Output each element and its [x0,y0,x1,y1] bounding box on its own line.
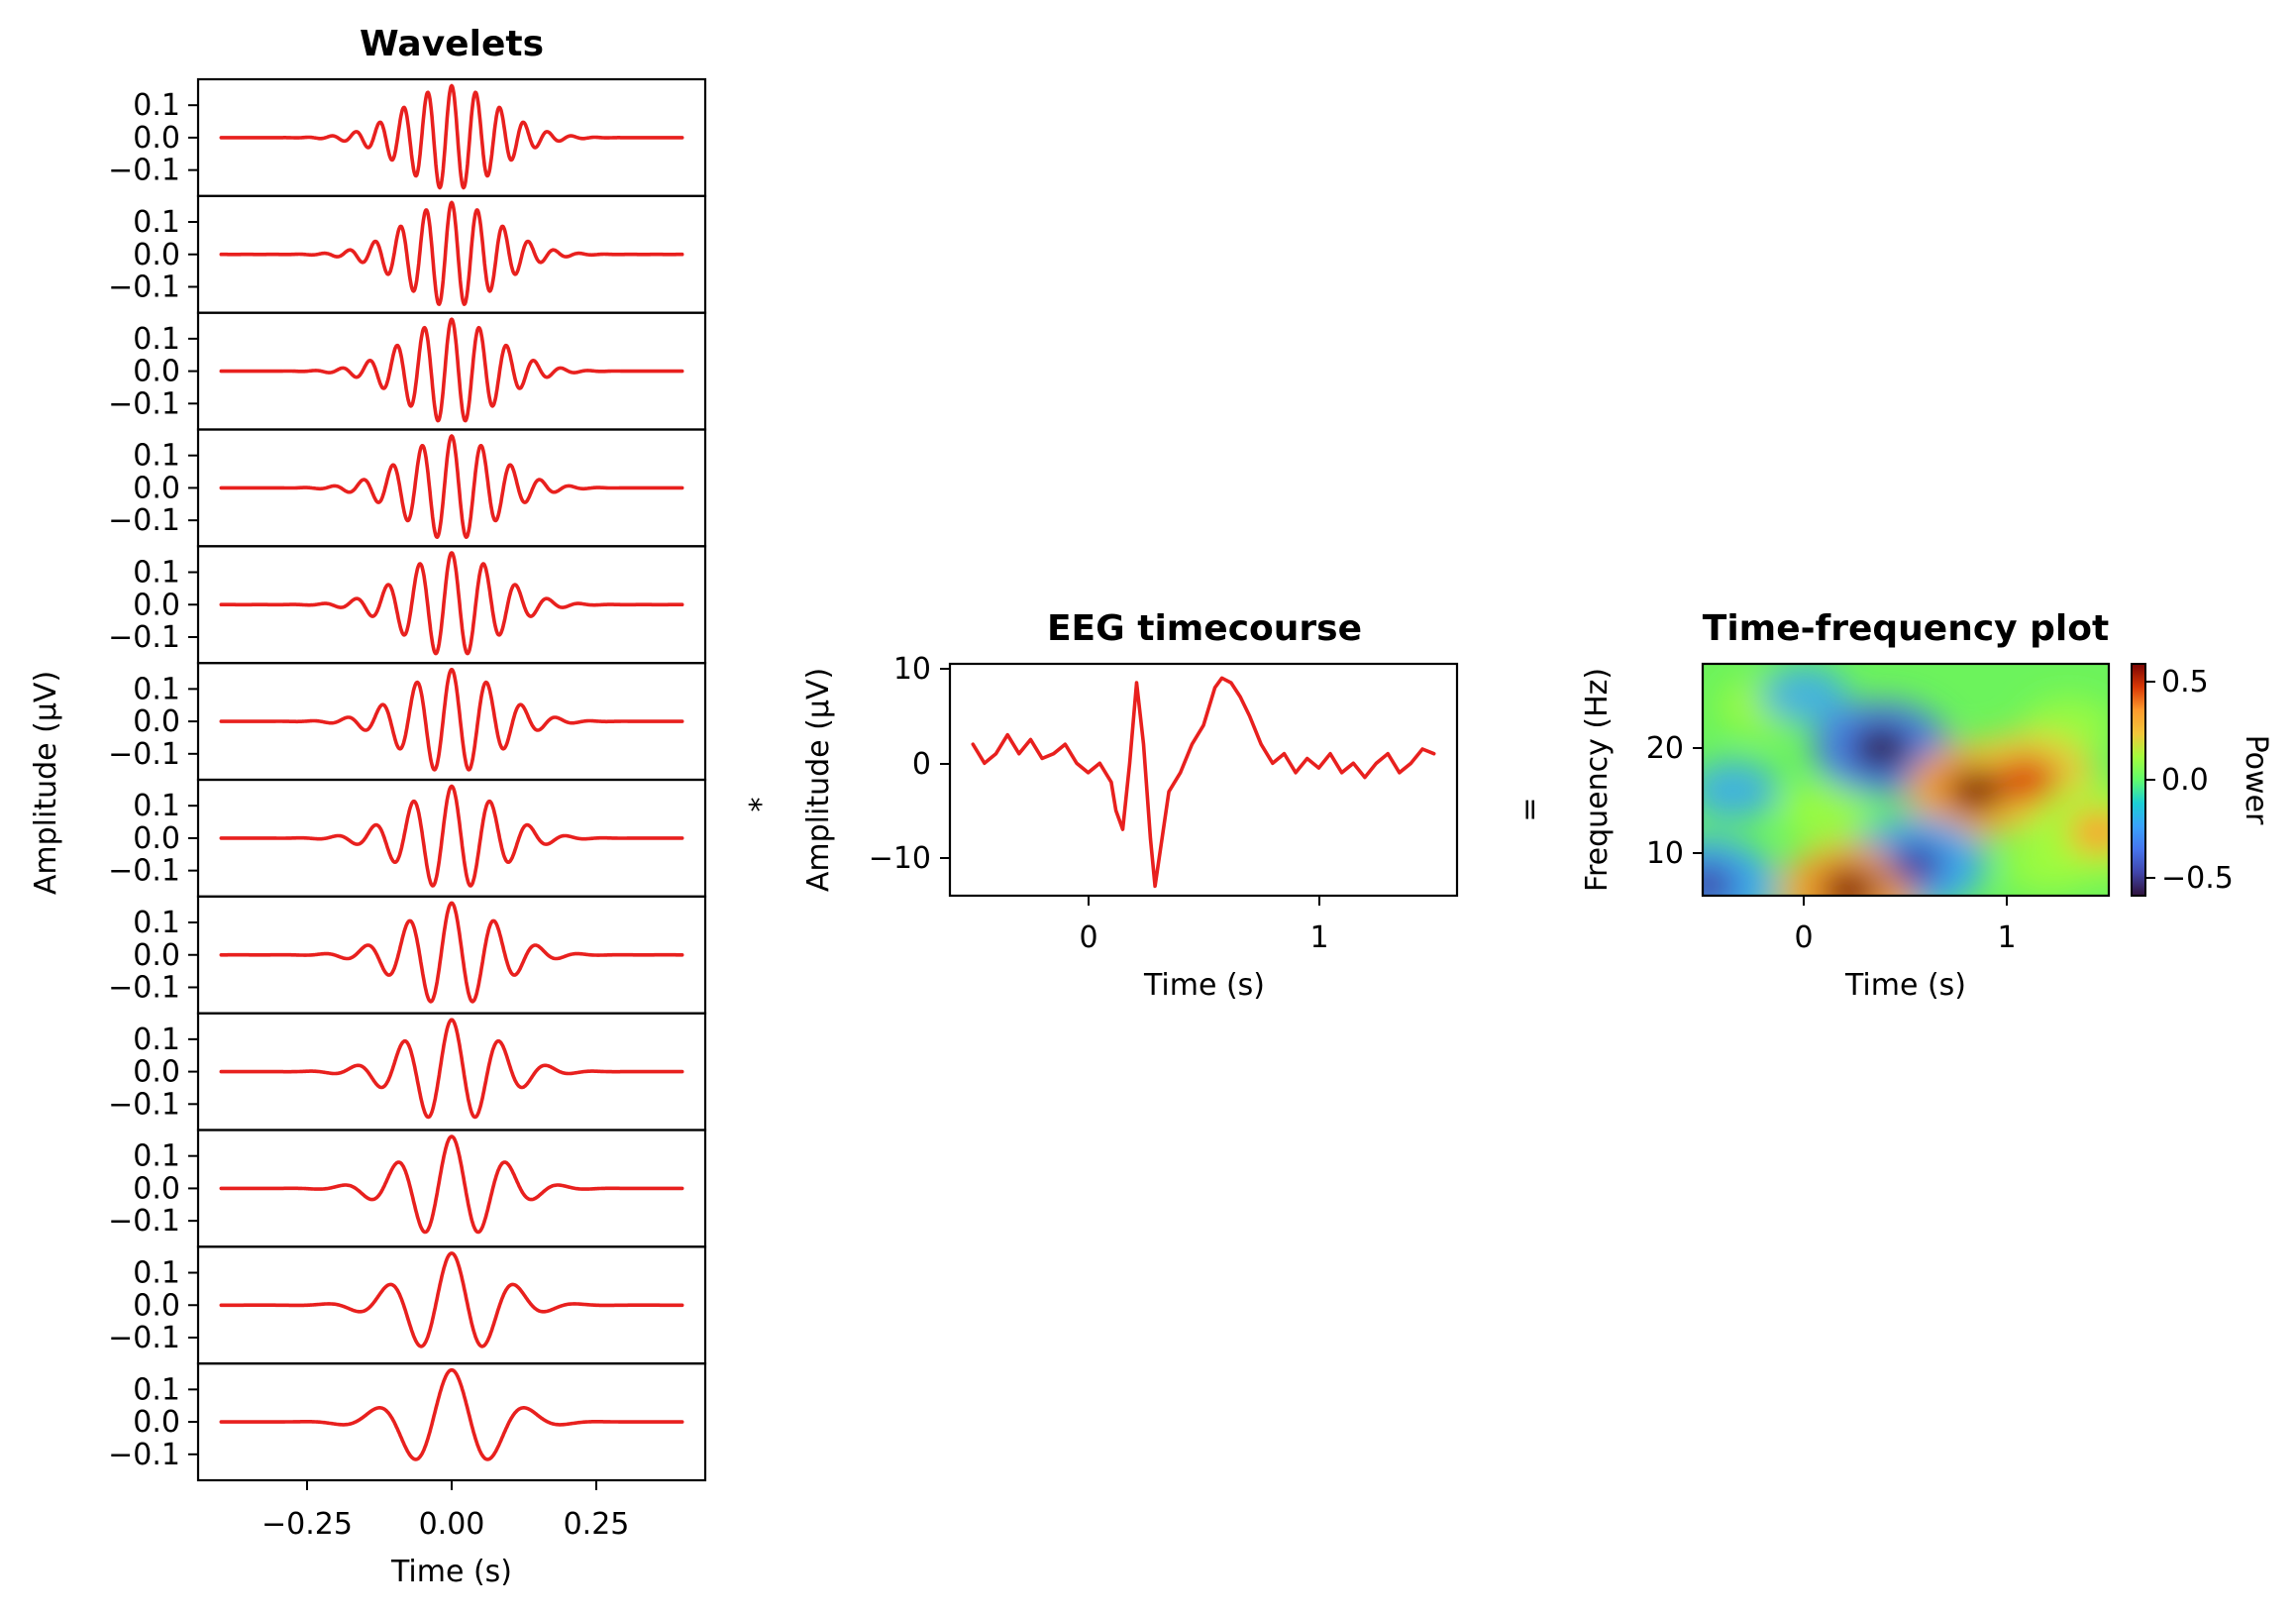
wavelet-ytick-label: 0.0 [133,471,180,505]
wavelet-ytick-label: 0.0 [133,1055,180,1090]
tf-power-peak [1851,726,1912,771]
wavelet-ytick-label: −0.1 [108,1087,180,1122]
wavelets-title: Wavelets [360,24,544,64]
colorbar-tick-label: 0.5 [2161,665,2209,700]
eeg-xtick-label: 1 [1309,920,1328,955]
eeg-plot-frame [948,662,1459,898]
tf-xlabel: Time (s) [1844,968,1966,1003]
wavelet-ytick-label: 0.0 [133,821,180,856]
wavelet-ytick-label: 0.1 [133,1372,180,1407]
tf-power-peak [1886,842,1946,887]
wavelet-line [219,317,684,423]
wavelet-ytick-label: 0.1 [133,88,180,123]
wavelets-ylabel: Amplitude (μV) [29,671,63,895]
wavelet-ytick-label: 0.0 [133,1405,180,1440]
colorbar-label: Power [2239,735,2273,825]
wavelets-chart: Wavelets 0.10.0−0.10.10.0−0.10.10.0−0.10… [29,24,707,1589]
wavelet-line [219,434,684,539]
wavelet-ytick-label: 0.1 [133,556,180,591]
eeg-xtick-label: 0 [1079,920,1097,955]
tf-heatmap [1703,665,2109,896]
tf-title: Time-frequency plot [1703,608,2109,649]
tf-power-peak [1998,758,2057,802]
wavelet-ytick-label: 0.1 [133,906,180,940]
eeg-xlabel: Time (s) [1143,968,1265,1003]
wavelet-ytick-label: −0.1 [108,970,180,1005]
eeg-timecourse-chart: EEG timecourse 10 0 −10 0 1 Time (s) Amp… [801,608,1459,1003]
tf-texture-patch [1703,760,1778,820]
wavelet-ytick-label: 0.0 [133,938,180,973]
wavelet-line [219,1367,684,1461]
wavelet-ytick-label: −0.1 [108,854,180,889]
tf-power-peak [2068,810,2109,855]
eeg-series-line [971,676,1436,889]
wavelet-ytick-label: −0.1 [108,270,180,304]
tf-ytick-label: 10 [1646,836,1684,871]
wavelet-ytick-label: 0.1 [133,672,180,706]
wavelet-ytick-label: 0.1 [133,205,180,240]
time-frequency-chart: Time-frequency plot 20 10 0 1 Time (s) F… [1580,608,2273,1003]
wavelet-ytick-label: −0.1 [108,503,180,538]
wavelet-panels: 0.10.0−0.10.10.0−0.10.10.0−0.10.10.0−0.1… [108,77,707,1482]
tf-xtick-label: 1 [1997,920,2016,955]
colorbar-tick-label: 0.0 [2161,763,2209,798]
wavelets-xlabel: Time (s) [390,1555,512,1589]
wavelet-ytick-label: 0.0 [133,704,180,739]
wavelet-ytick-label: −0.1 [108,1321,180,1355]
wavelet-ytick-label: 0.0 [133,1171,180,1206]
wavelet-ytick-label: −0.1 [108,737,180,772]
tf-power-peak [1819,868,1879,896]
wavelet-line [219,200,684,306]
tf-power-peak [1703,863,1737,896]
wavelet-ytick-label: −0.1 [108,1438,180,1472]
wavelet-ytick-label: 0.0 [133,1288,180,1323]
tf-ylabel: Frequency (Hz) [1580,668,1615,892]
wavelet-ytick-label: −0.1 [108,154,180,188]
eeg-title: EEG timecourse [1047,608,1362,649]
tf-power-peak [1946,768,2007,812]
wavelet-ytick-label: 0.1 [133,439,180,474]
wavelet-line [219,1018,684,1120]
colorbar-tick-label: −0.5 [2161,861,2234,896]
tf-texture-patch [1780,781,1869,841]
eeg-ytick-label: 0 [912,747,931,782]
eeg-ytick-label: 10 [893,652,931,687]
wavelet-ytick-label: 0.1 [133,1139,180,1174]
wavelet-line [219,1134,684,1235]
eeg-ylabel: Amplitude (μV) [801,668,836,892]
wavelet-ytick-label: 0.0 [133,588,180,622]
tf-plot-frame [1701,662,2111,898]
wavelet-ytick-label: −0.1 [108,1204,180,1239]
wavelet-ytick-label: 0.1 [133,322,180,357]
wavelet-ytick-label: 0.0 [133,238,180,272]
wavelet-line [219,784,684,888]
tf-ytick-label: 20 [1646,731,1684,766]
equals-operator: = [1513,797,1547,821]
wavelet-ytick-label: 0.1 [133,1256,180,1291]
wavelet-ytick-label: −0.1 [108,386,180,421]
tf-colorbar [2131,663,2146,897]
tf-xtick-label: 0 [1794,920,1813,955]
wavelet-ytick-label: 0.1 [133,789,180,823]
wavelet-line [219,667,684,772]
wavelets-xtick-label: −0.25 [261,1507,353,1542]
eeg-ytick-label: −10 [869,841,931,876]
wavelet-line [219,1251,684,1348]
wavelet-ytick-label: −0.1 [108,620,180,655]
wavelet-ytick-label: 0.0 [133,121,180,156]
tf-texture-patch [1759,665,1849,725]
wavelet-ytick-label: 0.1 [133,1023,180,1057]
wavelets-xtick-label: 0.25 [564,1507,630,1542]
convolution-operator: * [744,798,779,812]
wavelet-line [219,83,684,190]
wavelet-line [219,901,684,1004]
wavelets-xtick-label: 0.00 [419,1507,485,1542]
wavelet-ytick-label: 0.0 [133,355,180,389]
wavelet-line [219,551,684,656]
